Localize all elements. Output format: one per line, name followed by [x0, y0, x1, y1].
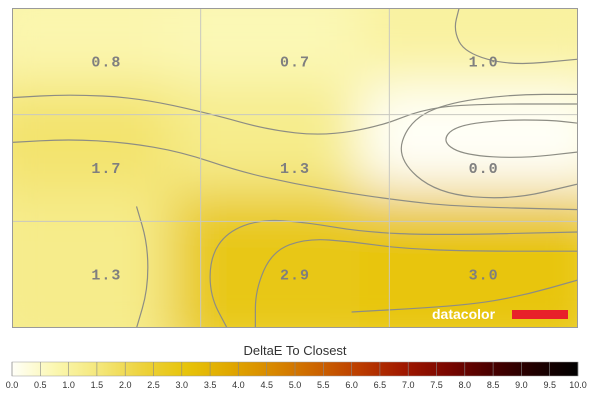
contour-line — [12, 139, 578, 211]
cell-value-label: 0.0 — [469, 161, 499, 178]
cell-value-label: 0.8 — [91, 54, 121, 71]
contour-line — [445, 119, 578, 158]
scale-tick-label: 5.0 — [289, 380, 302, 390]
color-scale-ticks: 0.0 0.5 1.0 1.5 2.0 2.5 3.0 3.5 4.0 4.5 5.0 5.5 6.0 6… — [6, 362, 587, 390]
contour-lines — [12, 8, 578, 328]
scale-tick-label: 8.5 — [487, 380, 500, 390]
heat-cell — [359, 191, 578, 328]
contour-line — [254, 239, 578, 328]
color-scale: 0.0 0.5 1.0 1.5 2.0 2.5 3.0 3.5 4.0 4.5 5.0 5.5 6.0 6… — [6, 361, 587, 390]
scale-tick-label: 5.5 — [317, 380, 330, 390]
brand-bar — [512, 310, 568, 319]
scale-tick-label: 9.5 — [543, 380, 556, 390]
scale-tick-label: 4.5 — [260, 380, 273, 390]
scale-tick-label: 7.0 — [402, 380, 415, 390]
cell-value-label: 3.0 — [469, 268, 499, 285]
scale-tick-label: 0.0 — [6, 380, 19, 390]
cell-value-label: 0.7 — [280, 54, 310, 71]
scale-tick-label: 4.0 — [232, 380, 245, 390]
plot-border — [12, 8, 578, 328]
scale-tick-label: 9.0 — [515, 380, 528, 390]
cell-value-label: 1.3 — [91, 268, 121, 285]
cell-value-label: 1.0 — [469, 54, 499, 71]
scale-tick-label: 7.5 — [430, 380, 443, 390]
grid-lines — [12, 8, 578, 328]
contour-line — [400, 93, 578, 199]
cell-value-label: 1.7 — [91, 161, 121, 178]
scale-tick-label: 1.5 — [91, 380, 104, 390]
plot-area: 0.8 0.7 1.0 1.7 1.3 0.0 1.3 2.9 3.0 — [12, 8, 578, 328]
contour-line — [209, 219, 578, 328]
cell-labels: 0.8 0.7 1.0 1.7 1.3 0.0 1.3 2.9 3.0 — [91, 54, 499, 285]
cell-value-label: 1.3 — [280, 161, 310, 178]
scale-tick-label: 2.5 — [147, 380, 160, 390]
scale-tick-label: 6.0 — [345, 380, 358, 390]
brand-logo: datacolor — [432, 306, 568, 322]
contour-line — [351, 279, 578, 313]
scale-tick-label: 2.0 — [119, 380, 132, 390]
scale-tick-label: 1.0 — [62, 380, 75, 390]
scale-tick-label: 3.0 — [176, 380, 189, 390]
contour-line — [12, 94, 578, 135]
scale-tick-label: 6.5 — [374, 380, 387, 390]
contour-line — [454, 8, 578, 65]
scale-tick-label: 0.5 — [34, 380, 47, 390]
contour-line — [135, 206, 149, 328]
scale-tick-label: 3.5 — [204, 380, 217, 390]
cell-value-label: 2.9 — [280, 268, 310, 285]
scale-tick-label: 8.0 — [459, 380, 472, 390]
brand-name: datacolor — [432, 306, 496, 322]
scale-tick-label: 10.0 — [569, 380, 587, 390]
chart-title: DeltaE To Closest — [243, 343, 347, 358]
